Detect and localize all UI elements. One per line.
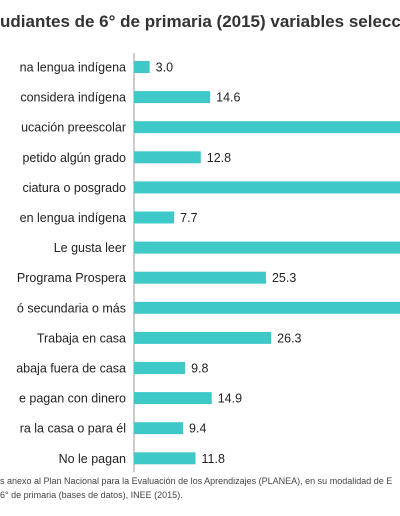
category-label: ra la casa o para él [20, 422, 126, 436]
bar-value-label: 7.7 [180, 211, 197, 225]
category-label: ó secundaria o más [17, 301, 126, 315]
category-label: Programa Prospera [17, 271, 126, 285]
bar [134, 181, 400, 194]
category-label: ciatura o posgrado [22, 181, 126, 195]
bar [134, 211, 175, 224]
bar-value-label: 25.3 [272, 271, 296, 285]
bar [134, 271, 266, 284]
bar [134, 301, 400, 314]
chart-title: udiantes de 6° de primaria (2015) variab… [0, 12, 400, 31]
category-label: en lengua indígena [20, 211, 126, 225]
bar-value-label: 14.6 [216, 91, 240, 105]
category-label: abaja fuera de casa [16, 362, 126, 376]
category-label: No le pagan [59, 452, 126, 466]
bar [134, 61, 150, 73]
bar [134, 241, 400, 254]
source-note: s anexo al Plan Nacional para la Evaluac… [0, 474, 400, 502]
bar-value-label: 11.8 [202, 452, 225, 466]
category-label: considera indígena [20, 91, 126, 105]
bar [134, 452, 196, 465]
category-label: ucación preescolar [21, 121, 126, 135]
source-note-line-2: 6° de primaria (bases de datos), INEE (2… [0, 490, 183, 500]
bar [134, 151, 201, 164]
bar [134, 121, 400, 134]
bar-chart: na lengua indígena 3.0 considera indígena 1… [16, 53, 400, 473]
bar-value-label: 12.8 [207, 151, 231, 165]
bar [134, 362, 186, 374]
category-label: Trabaja en casa [37, 331, 126, 345]
category-label: petido algún grado [22, 151, 126, 165]
source-note-line-1: s anexo al Plan Nacional para la Evaluac… [0, 476, 393, 486]
bar-value-label: 14.9 [218, 392, 242, 406]
bar-value-label: 3.0 [156, 61, 173, 75]
bar [134, 331, 272, 344]
category-label: Le gusta leer [54, 241, 126, 255]
category-label: na lengua indígena [20, 61, 126, 75]
bar-value-label: 9.8 [191, 362, 208, 376]
category-label: e pagan con dinero [19, 392, 126, 406]
bar [134, 91, 211, 104]
bar-value-label: 26.3 [277, 331, 301, 345]
bar [134, 392, 212, 405]
bar-value-label: 9.4 [189, 422, 206, 436]
bar [134, 422, 184, 435]
